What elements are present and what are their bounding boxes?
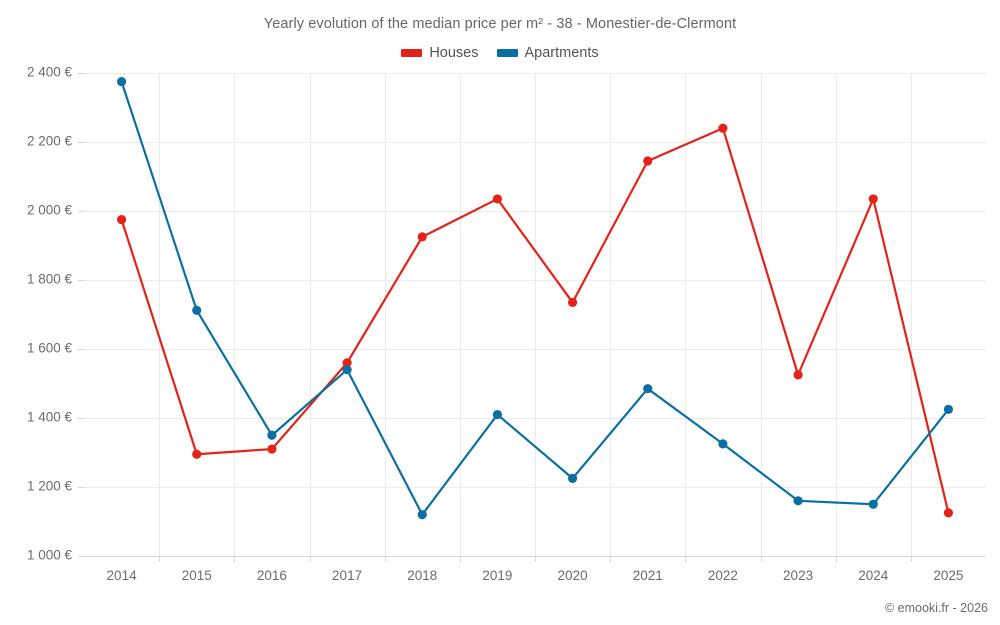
data-point-apartments-2025[interactable] bbox=[943, 404, 954, 414]
data-point-houses-2020[interactable] bbox=[567, 297, 578, 308]
x-axis-tick-label: 2020 bbox=[558, 568, 588, 583]
x-axis-tick-label: 2016 bbox=[257, 568, 287, 583]
legend-swatch-apartments bbox=[496, 49, 518, 57]
y-axis-labels: 2 400 € 2 200 € 2 000 € 1 800 € 1 600 € 1 400… bbox=[27, 65, 73, 563]
legend-label-houses: Houses bbox=[429, 45, 479, 61]
y-axis-tick-label: 1 000 € bbox=[27, 548, 73, 563]
data-point-apartments-2019[interactable] bbox=[492, 409, 503, 420]
legend-label-apartments: Apartments bbox=[524, 45, 599, 61]
data-point-houses-2014[interactable] bbox=[116, 215, 127, 225]
data-point-apartments-2018[interactable] bbox=[417, 509, 427, 520]
series-line-apartments bbox=[120, 80, 950, 516]
series-lines-layer bbox=[120, 80, 950, 516]
y-axis-tick-label: 1 400 € bbox=[27, 410, 73, 425]
data-point-apartments-2021[interactable] bbox=[643, 384, 653, 394]
legend-entry-houses[interactable]: Houses bbox=[401, 45, 479, 61]
y-axis-tick-label: 2 000 € bbox=[27, 203, 73, 218]
vertical-grid-layer bbox=[159, 73, 912, 562]
data-point-houses-2021[interactable] bbox=[643, 156, 653, 166]
data-point-houses-2019[interactable] bbox=[492, 194, 503, 204]
y-axis-tick-label: 2 400 € bbox=[27, 65, 73, 80]
data-point-houses-2016[interactable] bbox=[267, 444, 277, 454]
series-markers-layer bbox=[116, 77, 954, 520]
data-point-houses-2022[interactable] bbox=[718, 123, 728, 133]
y-axis-tick-label: 1 200 € bbox=[27, 479, 73, 494]
x-axis-tick-label: 2025 bbox=[933, 568, 963, 583]
x-axis-tick-label: 2018 bbox=[407, 568, 437, 583]
data-point-apartments-2016[interactable] bbox=[267, 430, 277, 440]
legend-entry-apartments[interactable]: Apartments bbox=[496, 45, 599, 61]
x-axis-tick-label: 2015 bbox=[182, 568, 212, 583]
data-point-apartments-2017[interactable] bbox=[342, 365, 352, 375]
x-axis-tick-label: 2024 bbox=[858, 568, 889, 583]
x-axis-tick-label: 2014 bbox=[107, 568, 138, 583]
x-axis-labels: 2014 2015 2016 2017 2018 2019 2020 2021 2022 2023… bbox=[107, 568, 964, 583]
x-axis-tick-label: 2019 bbox=[482, 568, 512, 583]
x-axis-tick-label: 2022 bbox=[708, 568, 738, 583]
y-axis-tick-label: 1 600 € bbox=[27, 341, 73, 356]
data-point-apartments-2015[interactable] bbox=[192, 305, 202, 315]
legend-swatch-houses bbox=[401, 49, 423, 57]
grid-layer bbox=[78, 73, 986, 557]
x-axis-tick-label: 2023 bbox=[783, 568, 813, 583]
y-axis-tick-label: 2 200 € bbox=[27, 134, 73, 149]
chart-title: Yearly evolution of the median price per… bbox=[263, 16, 737, 32]
data-point-houses-2017[interactable] bbox=[342, 358, 352, 368]
data-point-houses-2025[interactable] bbox=[943, 508, 954, 518]
x-axis-tick-label: 2017 bbox=[332, 568, 362, 583]
data-point-apartments-2020[interactable] bbox=[567, 473, 578, 483]
data-point-apartments-2023[interactable] bbox=[793, 496, 803, 506]
data-point-apartments-2014[interactable] bbox=[116, 77, 127, 87]
data-point-apartments-2022[interactable] bbox=[718, 439, 728, 449]
data-point-houses-2018[interactable] bbox=[417, 232, 427, 242]
series-line-houses bbox=[120, 127, 950, 514]
copyright-credit: © emooki.fr - 2026 bbox=[884, 601, 988, 615]
data-point-houses-2023[interactable] bbox=[793, 370, 803, 380]
data-point-houses-2015[interactable] bbox=[192, 449, 202, 459]
chart-legend: Houses Apartments bbox=[0, 45, 1000, 61]
y-axis-tick-label: 1 800 € bbox=[27, 272, 73, 287]
data-point-houses-2024[interactable] bbox=[868, 194, 878, 204]
x-axis-tick-label: 2021 bbox=[633, 568, 663, 583]
data-point-apartments-2024[interactable] bbox=[868, 499, 878, 509]
